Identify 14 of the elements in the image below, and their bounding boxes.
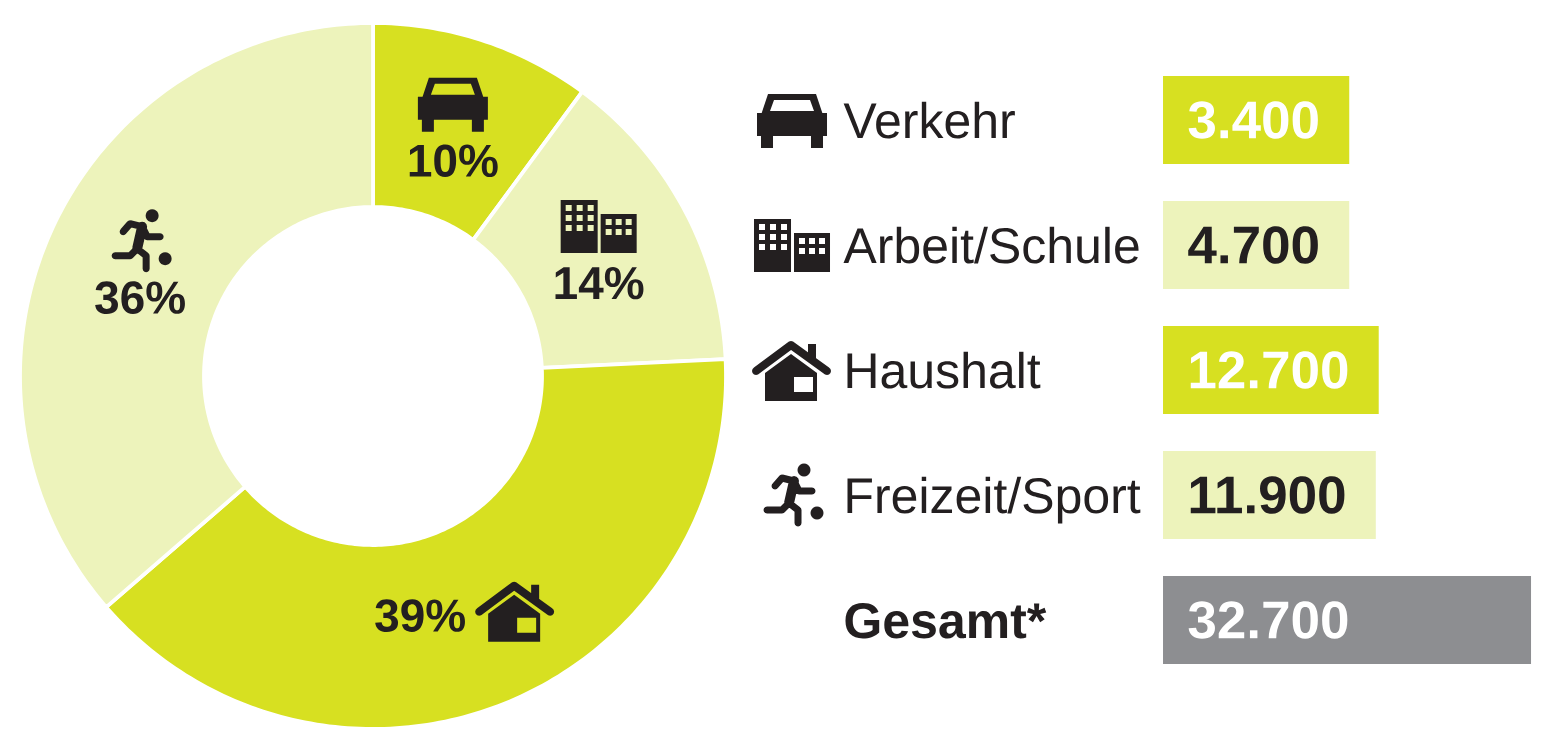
category-label: Gesamt* [845, 603, 1047, 639]
data-label: 32.700 [1188, 601, 1348, 639]
data-label: 3.400 [1188, 101, 1318, 139]
data-label: 10% [409, 144, 498, 178]
category-label: Verkehr [843, 101, 1015, 139]
data-label: 14% [555, 266, 644, 300]
data-label: 36% [95, 281, 185, 315]
category-label: Freizeit/Sport [847, 476, 1141, 524]
data-label: 39% [375, 599, 465, 632]
category-label: Arbeit/Schule [843, 226, 1139, 264]
data-label: 12.700 [1190, 351, 1348, 389]
category-label: Haushalt [847, 351, 1041, 389]
data-label: 4.700 [1188, 226, 1318, 264]
data-label: 11.900 [1190, 476, 1345, 514]
